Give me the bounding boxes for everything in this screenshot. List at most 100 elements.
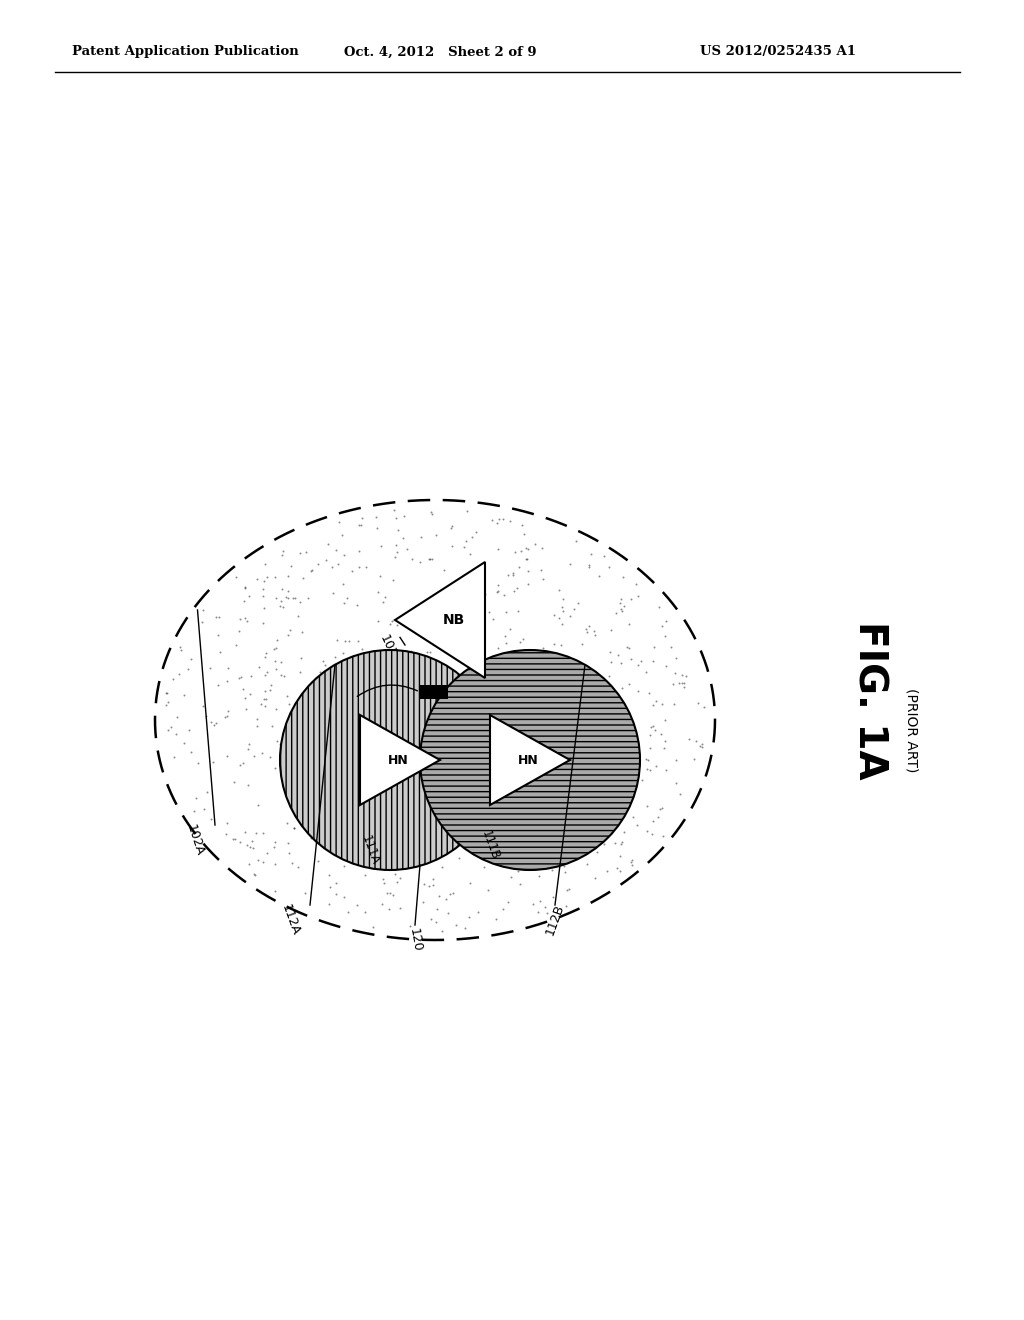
Point — [435, 796, 452, 817]
Point — [311, 661, 328, 682]
Point — [374, 791, 390, 812]
Point — [172, 636, 188, 657]
Point — [452, 847, 468, 869]
Point — [356, 902, 373, 923]
Point — [384, 667, 400, 688]
Point — [379, 762, 395, 783]
Point — [412, 552, 428, 573]
Point — [334, 524, 350, 545]
Point — [257, 553, 273, 574]
Point — [645, 715, 662, 737]
Point — [505, 565, 521, 586]
Point — [490, 638, 507, 659]
Point — [421, 548, 437, 569]
Point — [443, 515, 460, 536]
Point — [375, 591, 391, 612]
Point — [519, 548, 536, 569]
Point — [529, 843, 546, 865]
Point — [279, 768, 295, 789]
Point — [180, 659, 197, 680]
Point — [694, 734, 711, 755]
Point — [485, 672, 502, 693]
Point — [579, 854, 595, 875]
Point — [386, 709, 402, 730]
Point — [276, 665, 293, 686]
Point — [658, 655, 675, 676]
Point — [397, 680, 414, 701]
Point — [559, 648, 575, 669]
Point — [492, 665, 508, 686]
Point — [520, 813, 537, 834]
Point — [614, 832, 631, 853]
Point — [248, 822, 264, 843]
Point — [379, 883, 395, 904]
Point — [302, 807, 318, 828]
Point — [226, 772, 243, 793]
Point — [412, 805, 428, 826]
Point — [668, 663, 684, 684]
Point — [427, 593, 443, 614]
Point — [269, 730, 286, 751]
Point — [395, 833, 412, 854]
Point — [366, 916, 382, 937]
Point — [620, 781, 636, 803]
Point — [357, 865, 374, 886]
Point — [250, 849, 266, 870]
Point — [630, 814, 646, 836]
Point — [374, 894, 390, 915]
Point — [203, 711, 219, 733]
Point — [487, 820, 504, 841]
Point — [416, 874, 432, 895]
Point — [577, 785, 593, 807]
Point — [638, 821, 654, 842]
Point — [502, 510, 518, 531]
Point — [287, 693, 303, 714]
Point — [550, 771, 566, 792]
Point — [508, 577, 524, 598]
Point — [501, 803, 517, 824]
Point — [489, 574, 506, 595]
Point — [390, 768, 407, 789]
Point — [424, 549, 440, 570]
Point — [599, 809, 615, 830]
Point — [295, 727, 311, 748]
Point — [255, 578, 271, 599]
Point — [592, 759, 608, 780]
Point — [389, 614, 406, 635]
Point — [545, 887, 561, 908]
Point — [397, 767, 414, 788]
Point — [652, 723, 669, 744]
Point — [688, 731, 705, 752]
Point — [574, 760, 591, 781]
Point — [447, 577, 464, 598]
Point — [202, 657, 218, 678]
Point — [488, 726, 505, 747]
Point — [218, 824, 234, 845]
Point — [645, 694, 662, 715]
Point — [615, 821, 632, 842]
Point — [652, 799, 669, 820]
Point — [210, 606, 226, 627]
Point — [406, 768, 422, 789]
Point — [423, 908, 439, 929]
Point — [176, 684, 193, 705]
Point — [456, 704, 472, 725]
Point — [367, 649, 383, 671]
Point — [621, 673, 637, 694]
Point — [474, 644, 490, 665]
Point — [457, 917, 473, 939]
Point — [395, 506, 412, 527]
Point — [319, 743, 336, 764]
Point — [398, 684, 415, 705]
Point — [500, 892, 516, 913]
Point — [622, 614, 638, 635]
Point — [581, 615, 597, 636]
Point — [402, 851, 419, 873]
Point — [567, 837, 584, 858]
Point — [400, 642, 417, 663]
Point — [280, 587, 296, 609]
Point — [227, 635, 244, 656]
Point — [540, 758, 556, 779]
Point — [304, 713, 321, 734]
Point — [452, 800, 468, 821]
